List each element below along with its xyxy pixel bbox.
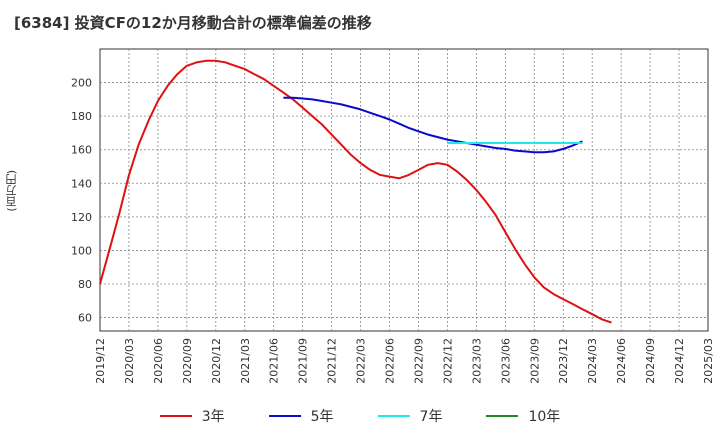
y-tick-label: 140 [71,177,92,190]
x-tick-label: 2023/09 [528,338,541,384]
legend-item-3y: 3年 [159,406,225,426]
x-tick-label: 2024/12 [673,338,686,384]
x-tick-label: 2023/12 [557,338,570,384]
series-line-2 [283,96,583,154]
y-tick-label: 160 [71,144,92,157]
legend-item-5y: 5年 [268,406,334,426]
x-tick-label: 2021/09 [297,338,310,384]
x-tick-label: 2022/09 [412,338,425,384]
series-line-1 [99,59,612,324]
x-tick-label: 2020/09 [181,338,194,384]
legend-item-7y: 7年 [377,406,443,426]
legend-label-5y: 5年 [310,409,334,425]
x-tick-label: 2019/12 [94,338,107,384]
x-tick-label: 2023/06 [499,338,512,384]
y-tick-label: 200 [71,77,92,90]
x-tick-label: 2024/06 [615,338,628,384]
y-tick-label: 180 [71,110,92,123]
x-tick-label: 2020/03 [123,338,136,384]
legend-swatch-7y [377,415,410,417]
legend-swatch-5y [268,415,301,417]
x-tick-label: 2022/03 [355,338,368,384]
y-tick-label: 60 [78,312,92,325]
legend-label-7y: 7年 [419,409,443,425]
plot-area [99,48,709,332]
x-tick-label: 2022/06 [384,338,397,384]
chart-title: [6384] 投資CFの12か月移動合計の標準偏差の推移 [14,14,372,32]
legend: 3年 5年 7年 10年 [0,404,720,428]
x-tick-label: 2025/03 [702,338,715,384]
legend-item-10y: 10年 [486,406,560,426]
x-tick-label: 2021/03 [239,338,252,384]
x-tick-label: 2020/06 [152,338,165,384]
x-tick-label: 2024/09 [644,338,657,384]
legend-label-10y: 10年 [528,409,561,425]
legend-label-3y: 3年 [201,409,225,425]
x-tick-label: 2021/12 [326,338,339,384]
x-tick-label: 2023/03 [470,338,483,384]
x-tick-label: 2020/12 [210,338,223,384]
x-tick-label: 2021/06 [268,338,281,384]
legend-swatch-10y [486,415,519,417]
legend-swatch-3y [159,415,192,417]
line-chart: 2019/12 2020/03 2020/06 2020/09 2020/12 2021/… [71,48,715,384]
y-tick-label: 100 [71,244,92,257]
x-tick-label: 2022/12 [441,338,454,384]
x-tick-label: 2024/03 [586,338,599,384]
y-tick-label: 120 [71,211,92,224]
y-tick-label: 80 [78,278,92,291]
